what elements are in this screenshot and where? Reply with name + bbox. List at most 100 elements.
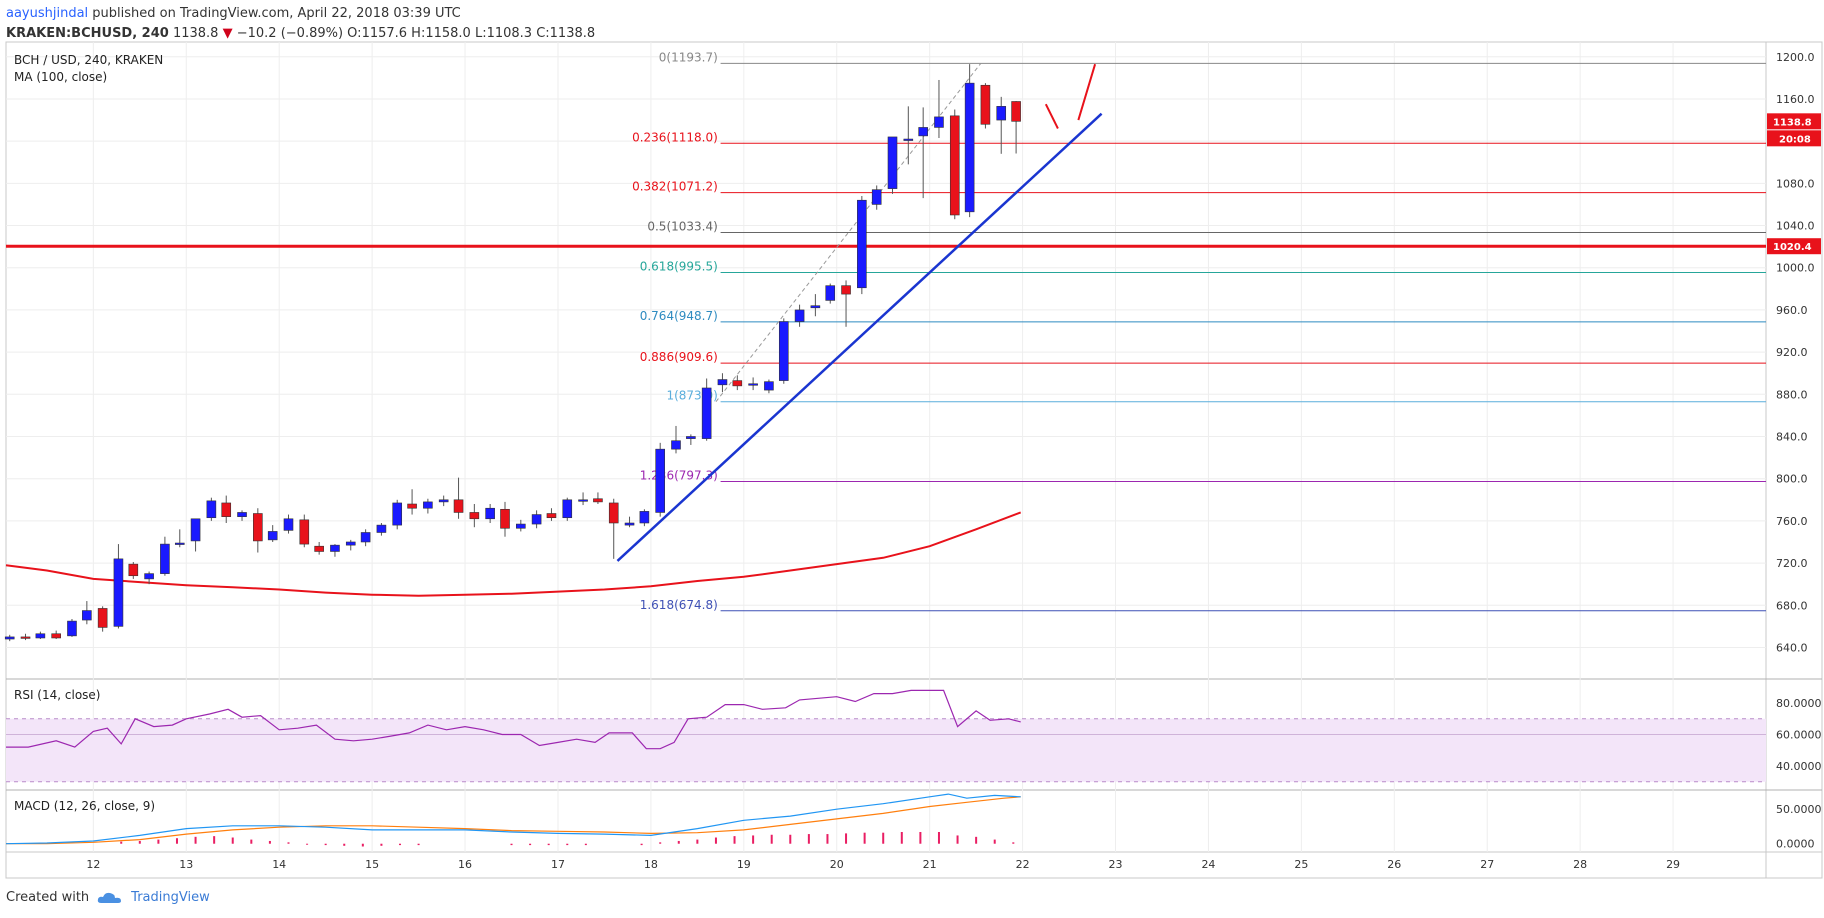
fib-level-label: 0.5(1033.4) (647, 220, 717, 234)
tradingview-cloud-icon (97, 892, 122, 903)
candle (144, 573, 154, 580)
candle (67, 620, 77, 637)
candle (82, 610, 92, 621)
y-tick-label: 840.0 (1776, 431, 1808, 444)
y-tick-label: 1040.0 (1776, 220, 1815, 233)
fib-level-label: 0.764(948.7) (640, 309, 718, 323)
x-tick-label: 26 (1387, 858, 1401, 871)
candle (546, 513, 557, 519)
x-tick-label: 16 (458, 858, 472, 871)
x-tick-label: 14 (272, 858, 286, 871)
macd-hist-bar (547, 843, 550, 846)
macd-signal-line (6, 796, 1021, 845)
x-tick-label: 23 (1109, 858, 1123, 871)
candle (903, 138, 914, 141)
candle (500, 508, 510, 529)
macd-hist-bar (194, 836, 197, 844)
macd-hist-bar (807, 834, 810, 844)
y-tick-label: 720.0 (1776, 557, 1808, 570)
publish-info: published on TradingView.com, April 22, … (88, 6, 461, 21)
projection-stroke (1077, 63, 1097, 121)
candle (996, 106, 1007, 121)
macd-tick-label: 50.0000 (1776, 803, 1822, 816)
macd-hist-bar (714, 837, 717, 844)
macd-hist-bar (213, 836, 216, 844)
rsi-tick-label: 80.0000 (1776, 697, 1822, 710)
countdown-label: 20:08 (1779, 134, 1811, 145)
macd-hist-bar (287, 842, 290, 844)
candle (531, 514, 542, 525)
rsi-tick-label: 60.0000 (1776, 729, 1822, 742)
x-tick-label: 24 (1201, 858, 1215, 871)
candle (128, 563, 139, 577)
macd-hist-bar (919, 832, 922, 844)
x-tick-label: 15 (365, 858, 379, 871)
fib-level-label: 0.618(995.5) (640, 259, 718, 273)
x-tick-label: 18 (644, 858, 658, 871)
countdown-tag (1767, 130, 1821, 147)
candle (871, 189, 882, 205)
author-link[interactable]: aayushjindal (6, 6, 89, 21)
projection-stroke (1044, 103, 1059, 129)
created-with-label: Created with (6, 890, 90, 905)
candle (578, 499, 588, 502)
trendline (616, 112, 1103, 562)
candle (299, 519, 310, 545)
x-tick-label: 28 (1573, 858, 1587, 871)
candle (485, 507, 495, 520)
publish-header: aayushjindal published on TradingView.co… (6, 4, 595, 44)
x-tick-label: 29 (1666, 858, 1680, 871)
macd-hist-bar (863, 832, 866, 844)
y-tick-label: 680.0 (1776, 599, 1808, 612)
candles (4, 64, 1021, 642)
candle (51, 633, 61, 639)
candle (221, 502, 232, 517)
candle (717, 379, 728, 386)
candle (35, 633, 46, 639)
y-tick-label: 1160.0 (1776, 93, 1815, 106)
candle (624, 522, 635, 526)
macd-hist-bar (975, 836, 978, 844)
macd-title: MACD (12, 26, close, 9) (14, 799, 155, 813)
last-price-label: 1138.8 (1773, 117, 1812, 128)
candle (825, 285, 836, 301)
candle (113, 558, 124, 627)
macd-hist-bar (138, 840, 141, 844)
support-price-tag (1767, 238, 1821, 255)
macd-line (5, 793, 1021, 845)
candle (283, 518, 294, 531)
fib-level-label: 0.236(1118.0) (632, 130, 718, 144)
candle (794, 309, 805, 322)
header-line-1: aayushjindal published on TradingView.co… (6, 4, 595, 24)
down-arrow-icon: ▼ (222, 26, 233, 41)
macd-hist-bar (993, 839, 996, 844)
ohlc-label: O:1157.6 H:1158.0 L:1108.3 C:1138.8 (343, 26, 596, 41)
candle (469, 512, 480, 520)
macd-hist-bar (900, 832, 903, 844)
macd-hist-bar (361, 843, 364, 847)
y-tick-label: 1080.0 (1776, 177, 1815, 190)
macd-hist-bar (417, 843, 420, 846)
macd-hist-bar (677, 840, 680, 844)
candle (330, 544, 340, 552)
ma-100-line (5, 511, 1022, 597)
candle (360, 532, 371, 543)
candle (562, 499, 573, 519)
candle (686, 436, 696, 439)
macd-hist-bar (845, 833, 848, 844)
candle (314, 545, 324, 552)
tradingview-link[interactable]: TradingView (131, 890, 210, 905)
macd-hist-bar (268, 840, 271, 844)
y-tick-label: 1000.0 (1776, 262, 1815, 275)
change-label: −10.2 (−0.89%) (236, 26, 344, 41)
candle (407, 503, 417, 509)
macd-hist-bar (399, 843, 402, 846)
candle (748, 383, 758, 386)
rsi-title: RSI (14, close) (14, 688, 100, 702)
fib-level-label: 0(1193.7) (659, 50, 718, 64)
candle (438, 499, 449, 503)
candle (949, 115, 960, 216)
candle (4, 636, 15, 640)
macd-hist-bar (529, 843, 532, 846)
